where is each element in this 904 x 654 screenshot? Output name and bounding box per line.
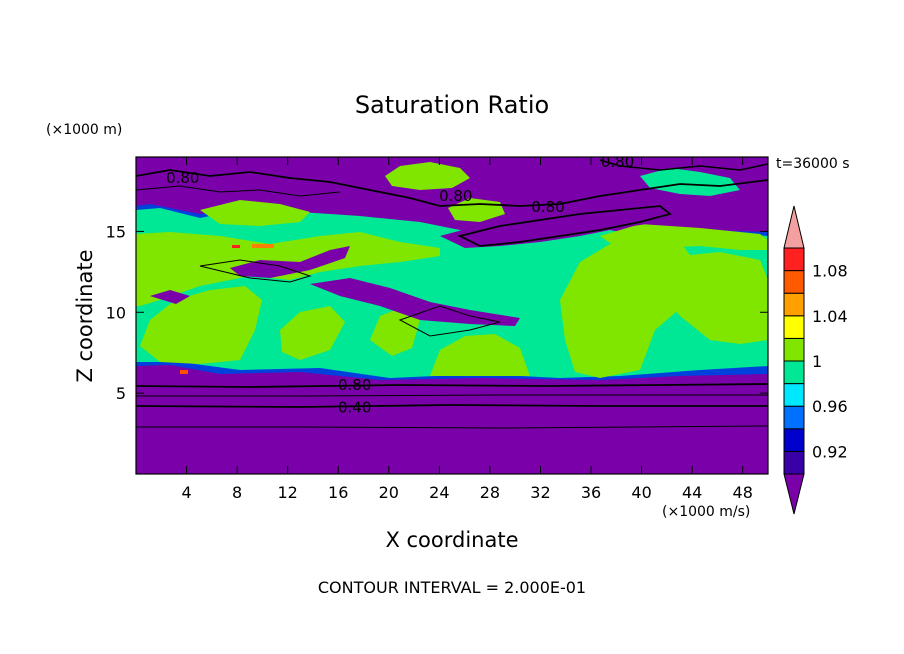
colorbar-band bbox=[783, 450, 805, 475]
colorbar-band bbox=[783, 428, 805, 452]
colorbar-tick-label: 1.04 bbox=[812, 307, 848, 326]
contour-band-green-lower-right-2 bbox=[650, 252, 768, 344]
contour-band-green-lower-center bbox=[430, 334, 530, 376]
contour-line-thin-3 bbox=[136, 185, 341, 197]
contour-dry-intrusion-4 bbox=[150, 290, 190, 304]
colorbar-arrow-high bbox=[783, 205, 805, 249]
colorbar: 0.92 0.96 1 1.04 1.08 bbox=[783, 205, 848, 515]
contour-band-green-lower-left bbox=[140, 286, 262, 364]
colorbar-arrow-low bbox=[783, 473, 805, 515]
y-axis-label: Z coordinate bbox=[73, 249, 97, 382]
contour-label: 0.80 bbox=[531, 198, 564, 216]
colorbar-band bbox=[783, 383, 805, 407]
colorbar-band bbox=[783, 247, 805, 272]
y-axis-unit: (×1000 m) bbox=[46, 122, 122, 138]
colorbar-band bbox=[783, 405, 805, 430]
contour-label: 0.80 bbox=[439, 187, 472, 205]
x-axis-ticks: 4 8 12 16 20 24 28 32 36 40 44 48 bbox=[181, 157, 753, 502]
contour-band-green-lower-mid-2 bbox=[370, 306, 420, 356]
contour-line-thin-2 bbox=[136, 394, 768, 397]
x-tick-label: 24 bbox=[429, 483, 449, 502]
contour-line-0-80-lower bbox=[136, 383, 768, 388]
contour-field: 0.80 0.80 0.80 0.80 0.80 0.40 bbox=[136, 153, 768, 474]
x-tick-label: 12 bbox=[278, 483, 298, 502]
x-tick-label: 20 bbox=[379, 483, 399, 502]
x-tick-label: 32 bbox=[530, 483, 550, 502]
x-tick-label: 48 bbox=[733, 483, 753, 502]
x-axis-unit: (×1000 m/s) bbox=[662, 504, 750, 520]
colorbar-tick-label: 0.96 bbox=[812, 397, 848, 416]
contour-dry-intrusion-3 bbox=[440, 208, 670, 248]
x-tick-label: 36 bbox=[581, 483, 601, 502]
warm-spot-3 bbox=[180, 370, 188, 374]
x-tick-label: 28 bbox=[480, 483, 500, 502]
x-tick-label: 16 bbox=[328, 483, 348, 502]
plot-frame bbox=[135, 156, 769, 475]
y-tick-label: 10 bbox=[106, 303, 126, 322]
y-axis-ticks: 5 10 15 bbox=[106, 222, 768, 403]
contour-label: 0.80 bbox=[601, 153, 634, 171]
x-tick-label: 4 bbox=[181, 483, 191, 502]
contour-line-0-40 bbox=[136, 404, 768, 408]
colorbar-tick-label: 0.92 bbox=[812, 442, 848, 461]
warm-spot-1 bbox=[252, 244, 274, 248]
contour-dry-intrusion-1 bbox=[230, 246, 350, 278]
contour-label: 0.80 bbox=[338, 376, 371, 394]
contour-line-thin-4 bbox=[199, 259, 312, 283]
contour-lines bbox=[136, 159, 768, 429]
colorbar-band bbox=[783, 360, 805, 385]
contour-line-0-80-mid bbox=[457, 205, 672, 247]
y-tick-label: 5 bbox=[116, 384, 126, 403]
x-axis-label: X coordinate bbox=[385, 528, 518, 552]
contour-dry-intrusion-2 bbox=[310, 278, 520, 326]
x-tick-label: 44 bbox=[682, 483, 702, 502]
colorbar-tick-label: 1.08 bbox=[812, 262, 848, 281]
colorbar-tick-label: 1 bbox=[812, 352, 822, 371]
warm-spot-2 bbox=[232, 245, 240, 248]
contour-band-green-cloud-3 bbox=[640, 168, 740, 196]
contour-band-green-upper-2 bbox=[200, 200, 310, 226]
contour-interval-footer: CONTOUR INTERVAL = 2.000E-01 bbox=[318, 578, 586, 597]
contour-band-green-top-right bbox=[600, 224, 768, 250]
chart-title: Saturation Ratio bbox=[355, 91, 549, 119]
contour-line-thin-1 bbox=[136, 425, 768, 429]
contour-line-0-80-upper bbox=[599, 159, 768, 171]
contour-labels: 0.80 0.80 0.80 0.80 0.80 0.40 bbox=[166, 153, 634, 417]
x-tick-label: 8 bbox=[232, 483, 242, 502]
colorbar-band bbox=[783, 292, 805, 317]
contour-line-0-80-top bbox=[136, 169, 768, 207]
contour-band-green-cloud-1 bbox=[385, 162, 470, 190]
colorbar-band bbox=[783, 270, 805, 294]
colorbar-band bbox=[783, 337, 805, 362]
y-tick-label: 15 bbox=[106, 222, 126, 241]
contour-label: 0.80 bbox=[166, 169, 199, 187]
time-label: t=36000 s bbox=[776, 156, 850, 172]
contour-band-green-lower-mid bbox=[280, 306, 345, 360]
contour-label: 0.40 bbox=[338, 399, 371, 417]
x-tick-label: 40 bbox=[631, 483, 651, 502]
contour-line-thin-5 bbox=[398, 305, 501, 337]
colorbar-band bbox=[783, 315, 805, 339]
